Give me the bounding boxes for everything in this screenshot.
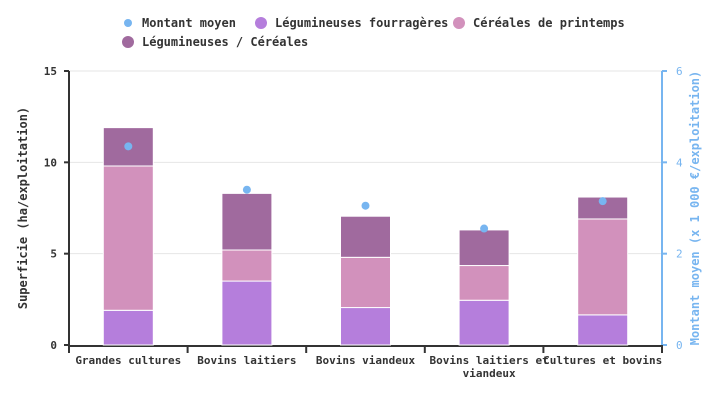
y-tick-label: 10 (44, 156, 57, 169)
bar-segment (340, 307, 391, 346)
bar-segment (458, 229, 510, 267)
scatter-point (361, 201, 370, 210)
legend-marker (255, 17, 267, 29)
bar-segment (102, 309, 154, 346)
scatter-point (480, 224, 489, 233)
bar-segment (102, 165, 154, 311)
y2-axis-title: Montant moyen (x 1 000 €/exploitation) (688, 71, 702, 346)
legend-label: Céréales de printemps (473, 16, 625, 30)
x-tick-label: Bovins viandeux (316, 354, 416, 367)
x-tick-label-line: viandeux (463, 367, 516, 380)
y-tick-label: 0 (50, 339, 57, 352)
y2-tick-label: 4 (676, 156, 683, 169)
legend-label: Montant moyen (142, 16, 236, 30)
legend-marker (122, 36, 134, 48)
bar-segment (577, 218, 629, 316)
x-tick-label: Grandes cultures (75, 354, 181, 367)
legend-marker (453, 17, 465, 29)
bar-segment (221, 192, 273, 251)
bar-segment (458, 265, 510, 301)
y-axis-title: Superficie (ha/exploitation) (16, 107, 30, 309)
bar-segment (221, 280, 273, 346)
x-tick-label: Bovins laitiers (197, 354, 296, 367)
scatter-point (242, 185, 251, 194)
x-tick-label: Bovins laitiers et viandeux (429, 354, 548, 380)
y2-tick-label: 2 (676, 248, 683, 261)
y-tick-label: 15 (44, 65, 57, 78)
bar-segment (458, 299, 510, 346)
scatter-point (124, 142, 133, 151)
bar-segment (221, 249, 273, 282)
x-tick-label-line: Bovins laitiers et (429, 354, 548, 367)
scatter-point (598, 197, 607, 206)
bar-segment (340, 215, 391, 258)
y-tick-label: 5 (50, 248, 57, 261)
legend-label: Légumineuses / Céréales (142, 35, 308, 49)
y2-tick-label: 0 (676, 339, 683, 352)
bar-segment (577, 314, 629, 346)
legend-marker (124, 19, 132, 27)
x-tick-label: Cultures et bovins (543, 354, 662, 367)
y2-tick-label: 6 (676, 65, 683, 78)
legend-label: Légumineuses fourragères (275, 16, 448, 30)
bar-segment (340, 256, 391, 309)
bar-segment (577, 196, 629, 220)
